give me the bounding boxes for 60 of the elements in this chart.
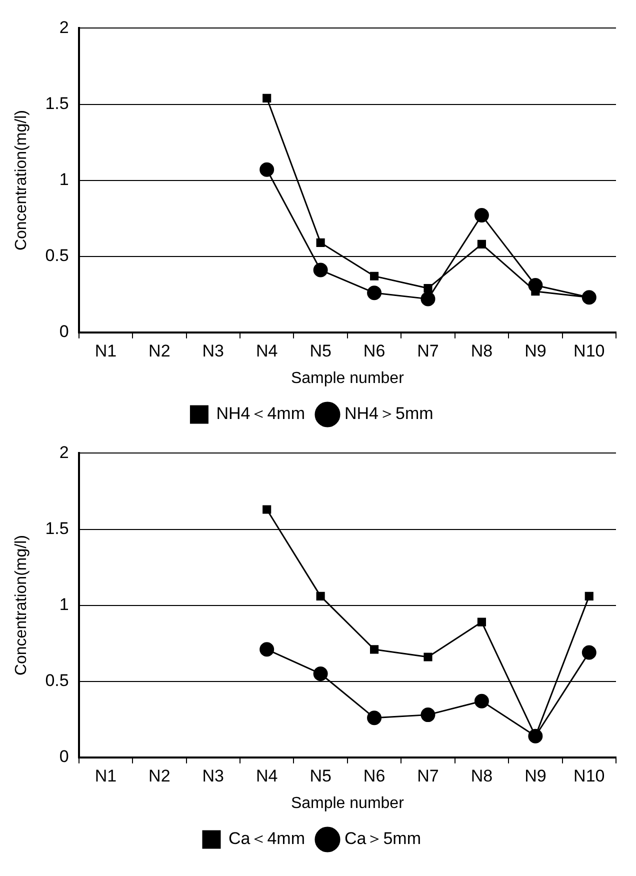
x-tick-label: N10 <box>574 341 605 360</box>
point <box>262 94 272 102</box>
x-tick-label: N9 <box>524 766 546 786</box>
point <box>260 162 274 177</box>
y-tick-label: 0 <box>59 322 69 342</box>
x-tick-label: N10 <box>574 766 605 786</box>
x-axis-title: Sample number <box>290 794 405 812</box>
x-tick-label: N6 <box>363 766 386 786</box>
point <box>316 238 325 247</box>
point <box>370 272 379 280</box>
y-tick-label: 1 <box>59 170 69 189</box>
x-tick-label: N7 <box>417 766 439 786</box>
point <box>474 208 489 223</box>
point <box>367 286 382 300</box>
point <box>367 710 382 726</box>
y-tick-label: 1.5 <box>45 94 69 113</box>
legend-label: Ca＞5mm <box>344 829 422 848</box>
point <box>260 642 274 657</box>
x-tick-label: N9 <box>524 341 546 360</box>
x-tick-label: N4 <box>256 341 278 360</box>
point <box>477 240 486 248</box>
x-tick-label: N8 <box>470 766 493 786</box>
legend-label: NH4＜4mm <box>216 404 306 424</box>
x-tick-label: N4 <box>256 766 278 786</box>
y-tick-label: 0.5 <box>45 246 69 266</box>
y-tick-label: 1.5 <box>45 518 69 538</box>
x-tick-label: N7 <box>417 341 439 360</box>
point <box>424 284 432 293</box>
x-tick-label: N6 <box>363 341 386 360</box>
point <box>316 592 325 600</box>
x-tick-label: N8 <box>470 341 493 360</box>
y-axis-title: Concentration(mg/l) <box>13 110 30 251</box>
point <box>584 592 594 600</box>
point <box>370 645 379 654</box>
x-tick-label: N3 <box>202 766 224 786</box>
y-tick-label: 2 <box>59 18 69 37</box>
legend-label: Ca＜4mm <box>228 829 306 848</box>
y-tick-label: 1 <box>59 594 69 614</box>
point <box>582 645 596 660</box>
point <box>420 292 436 306</box>
y-tick-label: 0 <box>59 747 69 766</box>
x-tick-label: N2 <box>148 766 170 786</box>
point <box>262 505 272 514</box>
x-tick-label: N3 <box>202 341 224 360</box>
x-tick-label: N5 <box>310 341 332 360</box>
legend-label: NH4＞5mm <box>344 404 434 424</box>
point <box>420 708 436 722</box>
y-axis-title: Concentration(mg/l) <box>13 535 30 676</box>
x-tick-label: N5 <box>310 766 332 786</box>
x-tick-label: N1 <box>94 766 117 786</box>
point <box>313 666 328 681</box>
point <box>424 652 432 662</box>
point <box>474 694 489 708</box>
point <box>477 618 486 626</box>
y-tick-label: 0.5 <box>45 671 69 690</box>
x-axis-title: Sample number <box>290 370 405 387</box>
point <box>313 262 328 278</box>
x-tick-label: N1 <box>94 341 117 360</box>
x-tick-label: N2 <box>148 341 170 360</box>
y-tick-label: 2 <box>59 442 69 462</box>
